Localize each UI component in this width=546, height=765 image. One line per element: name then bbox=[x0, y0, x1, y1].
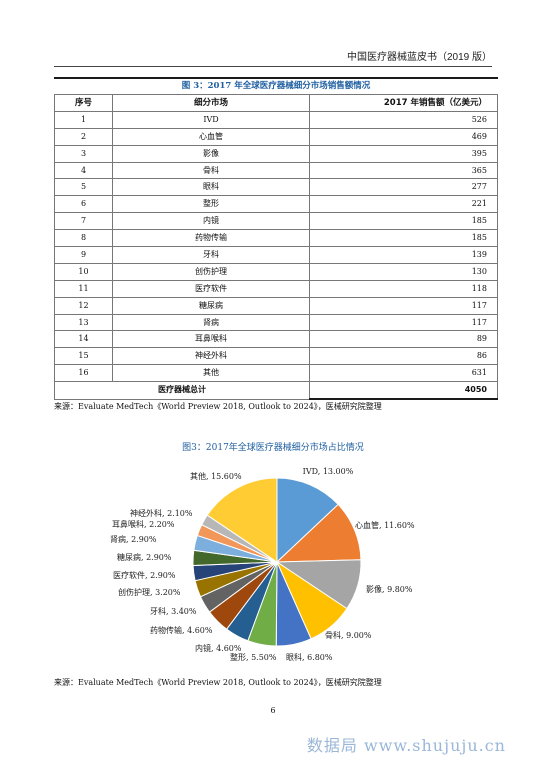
header-sales: 2017 年销售额（亿美元） bbox=[309, 94, 498, 112]
watermark-text: 数据局 www.shujuju.cn bbox=[306, 736, 506, 755]
table-row: 1 IVD 526 bbox=[54, 110, 498, 129]
pie-label: 整形, 5.50% bbox=[230, 652, 277, 662]
pie-slice bbox=[276, 477, 339, 564]
header-rule bbox=[54, 66, 492, 67]
header-index: 序号 bbox=[54, 94, 113, 112]
cell-index: 1 bbox=[54, 110, 113, 129]
chart-title: 图3：2017年全球医疗器械细分市场占比情况 bbox=[182, 443, 364, 453]
pie-label: 其他, 15.60% bbox=[190, 471, 242, 481]
table-total-row: 医疗器械总计 4050 bbox=[54, 381, 498, 401]
table-source: 来源：Evaluate MedTech《World Preview 2018, … bbox=[54, 402, 382, 411]
table-row: 6 整形 221 bbox=[54, 195, 498, 214]
chart-source: 来源：Evaluate MedTech《World Preview 2018, … bbox=[54, 678, 382, 687]
cell-sales: 526 bbox=[309, 110, 498, 129]
page-header: 中国医疗器械蓝皮书（2019 版） bbox=[346, 52, 492, 63]
table-row: 15 神经外科 86 bbox=[54, 347, 498, 366]
page-number: 6 bbox=[270, 706, 276, 715]
sales-table: 序号 细分市场 2017 年销售额（亿美元） 1 IVD 526 2 心血管 469 3 影像… bbox=[54, 94, 498, 401]
pie-label: 神经外科, 2.10% bbox=[130, 508, 193, 518]
pie-label: 骨科, 9.00% bbox=[325, 630, 372, 640]
table-row: 4 骨科 365 bbox=[54, 161, 498, 180]
cell-segment: IVD bbox=[112, 110, 310, 129]
pie-label: 糖尿病, 2.90% bbox=[117, 552, 172, 562]
table-row: 7 内镜 185 bbox=[54, 212, 498, 231]
pie-label: 药物传输, 4.60% bbox=[150, 625, 213, 635]
pie-slice bbox=[206, 477, 278, 563]
table-title: 图 3：2017 年全球医疗器械细分市场销售额情况 bbox=[54, 77, 498, 95]
pie-label: 内镜, 4.60% bbox=[195, 643, 242, 653]
table-row: 12 糖尿病 117 bbox=[54, 296, 498, 315]
table-row: 16 其他 631 bbox=[54, 364, 498, 383]
table-row: 5 眼科 277 bbox=[54, 178, 498, 197]
total-value: 4050 bbox=[309, 381, 498, 401]
pie-label: 医疗软件, 2.90% bbox=[113, 570, 176, 580]
table-row: 11 医疗软件 118 bbox=[54, 279, 498, 298]
pie-label: 肾病, 2.90% bbox=[110, 534, 157, 544]
pie-slice bbox=[275, 503, 362, 563]
pie-label: 创伤护理, 3.20% bbox=[118, 587, 181, 597]
pie-label: 眼科, 6.80% bbox=[286, 652, 333, 662]
pie-label: 心血管, 11.60% bbox=[355, 520, 415, 530]
pie-label: 耳鼻喉科, 2.20% bbox=[112, 519, 175, 529]
total-label: 医疗器械总计 bbox=[54, 381, 310, 400]
table-header-row: 序号 细分市场 2017 年销售额（亿美元） bbox=[54, 94, 498, 112]
pie-label: 牙科, 3.40% bbox=[150, 606, 197, 616]
table-row: 13 肾病 117 bbox=[54, 313, 498, 332]
pie-label: 影像, 9.80% bbox=[366, 584, 413, 594]
pie-label: IVD, 13.00% bbox=[303, 467, 354, 476]
